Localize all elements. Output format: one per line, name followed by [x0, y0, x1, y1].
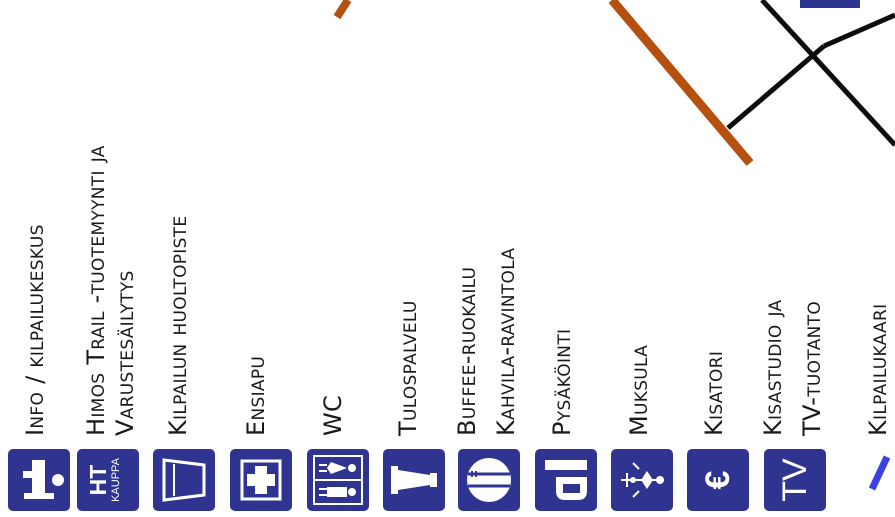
first-aid-cross-icon	[230, 449, 292, 511]
label-himos-trail-line2: Varustesäilytys	[111, 270, 139, 436]
black-road-c	[822, 12, 895, 49]
ht-text: HT	[85, 464, 111, 496]
ht-kauppa-icon-text: HT KAUPPA	[77, 449, 139, 511]
wc-icon	[307, 449, 369, 511]
map-roads	[333, 0, 895, 166]
orange-road-top	[333, 0, 352, 20]
label-kisatori: Kisatori	[700, 350, 728, 436]
label-muksula: Muksula	[625, 344, 653, 436]
euro-icon-text: €	[699, 470, 737, 490]
label-kilpailukaari: Kilpailukaari	[864, 303, 892, 436]
label-himos-trail-line1: Himos Trail -tuotemyynti ja	[82, 145, 110, 436]
tv-icon-text: TV	[776, 458, 814, 502]
info-icon	[8, 449, 70, 511]
label-huoltopiste: Kilpailun huoltopiste	[164, 215, 192, 436]
label-ensiapu: Ensiapu	[242, 355, 270, 436]
label-info: Info / kilpailukeskus	[21, 224, 49, 436]
plate-fork-knife-icon	[458, 449, 520, 511]
label-pysakointi: Pysäköinti	[548, 328, 576, 436]
race-arch-icon	[862, 449, 895, 511]
label-ravintola-line2: Kahvila-ravintola	[492, 247, 520, 436]
lighthouse-icon	[383, 449, 445, 511]
kauppa-text: KAUPPA	[110, 458, 122, 502]
map-symbol-fragment	[800, 0, 860, 8]
parking-icon	[535, 449, 597, 511]
black-road-b	[726, 44, 826, 130]
cup-icon	[153, 449, 215, 511]
label-ravintola-line1: Buffee-ruokailu	[453, 266, 481, 436]
orange-road-diagonal	[608, 0, 754, 166]
label-tulospalvelu: Tulospalvelu	[394, 300, 422, 436]
euro-icon: €	[687, 449, 749, 511]
label-wc: WC	[319, 394, 347, 436]
black-road-a	[760, 0, 895, 147]
label-kisastudio-line1: Kisastudio ja	[759, 299, 787, 436]
label-kisastudio-line2: TV-tuotanto	[798, 300, 826, 436]
tv-icon: TV	[764, 449, 826, 511]
muksula-icon	[611, 449, 673, 511]
ht-kauppa-icon: HT KAUPPA	[77, 449, 139, 511]
